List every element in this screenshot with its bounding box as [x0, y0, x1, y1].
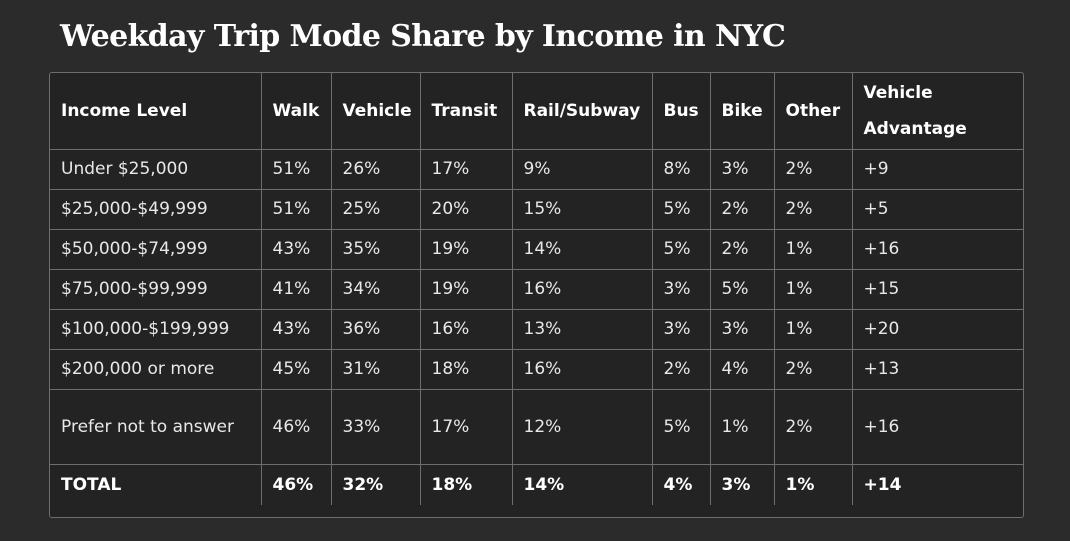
header-bus: Bus: [652, 73, 711, 150]
cell-income-level: $50,000-$74,999: [50, 229, 262, 270]
cell-other: 2%: [774, 389, 853, 465]
total-transit: 18%: [420, 464, 513, 505]
total-vehicle: 32%: [331, 464, 421, 505]
cell-transit: 20%: [420, 189, 513, 230]
cell-bus: 2%: [652, 349, 711, 390]
mode-share-table: Income Level Walk Vehicle Transit Rail/S…: [50, 73, 1023, 505]
cell-rail-subway: 16%: [512, 349, 653, 390]
header-walk: Walk: [261, 73, 332, 150]
total-bus: 4%: [652, 464, 711, 505]
total-other: 1%: [774, 464, 853, 505]
total-rail-subway: 14%: [512, 464, 653, 505]
cell-rail-subway: 15%: [512, 189, 653, 230]
header-vehicle: Vehicle: [331, 73, 421, 150]
cell-transit: 19%: [420, 269, 513, 310]
cell-walk: 51%: [261, 189, 332, 230]
cell-vehicle-advantage: +13: [852, 349, 1023, 390]
cell-other: 1%: [774, 229, 853, 270]
table-row: $75,000-$99,999 41% 34% 19% 16% 3% 5% 1%…: [50, 269, 1023, 310]
header-income-level: Income Level: [50, 73, 262, 150]
cell-bus: 8%: [652, 149, 711, 190]
cell-rail-subway: 9%: [512, 149, 653, 190]
cell-transit: 17%: [420, 389, 513, 465]
cell-rail-subway: 16%: [512, 269, 653, 310]
cell-rail-subway: 13%: [512, 309, 653, 350]
cell-transit: 19%: [420, 229, 513, 270]
total-bike: 3%: [710, 464, 775, 505]
cell-vehicle-advantage: +16: [852, 229, 1023, 270]
cell-vehicle: 35%: [331, 229, 421, 270]
cell-vehicle-advantage: +9: [852, 149, 1023, 190]
table-row: $200,000 or more 45% 31% 18% 16% 2% 4% 2…: [50, 349, 1023, 390]
table-row: $50,000-$74,999 43% 35% 19% 14% 5% 2% 1%…: [50, 229, 1023, 270]
cell-bus: 5%: [652, 229, 711, 270]
cell-rail-subway: 12%: [512, 389, 653, 465]
cell-vehicle: 31%: [331, 349, 421, 390]
header-transit: Transit: [420, 73, 513, 150]
header-other: Other: [774, 73, 853, 150]
cell-rail-subway: 14%: [512, 229, 653, 270]
cell-vehicle: 26%: [331, 149, 421, 190]
cell-other: 2%: [774, 349, 853, 390]
total-row: TOTAL 46% 32% 18% 14% 4% 3% 1% +14: [50, 464, 1023, 505]
cell-bike: 5%: [710, 269, 775, 310]
table-row: $100,000-$199,999 43% 36% 16% 13% 3% 3% …: [50, 309, 1023, 350]
cell-walk: 45%: [261, 349, 332, 390]
cell-transit: 17%: [420, 149, 513, 190]
cell-transit: 16%: [420, 309, 513, 350]
table-row: Under $25,000 51% 26% 17% 9% 8% 3% 2% +9: [50, 149, 1023, 190]
total-walk: 46%: [261, 464, 332, 505]
cell-bike: 3%: [710, 149, 775, 190]
cell-vehicle: 25%: [331, 189, 421, 230]
cell-other: 1%: [774, 269, 853, 310]
cell-bike: 4%: [710, 349, 775, 390]
cell-income-level: Prefer not to answer: [50, 389, 262, 465]
header-rail-subway: Rail/Subway: [512, 73, 653, 150]
cell-other: 1%: [774, 309, 853, 350]
cell-vehicle-advantage: +16: [852, 389, 1023, 465]
cell-bus: 3%: [652, 269, 711, 310]
cell-vehicle: 36%: [331, 309, 421, 350]
cell-income-level: $200,000 or more: [50, 349, 262, 390]
cell-walk: 43%: [261, 309, 332, 350]
cell-vehicle-advantage: +5: [852, 189, 1023, 230]
total-income-level: TOTAL: [50, 464, 262, 505]
cell-income-level: $100,000-$199,999: [50, 309, 262, 350]
cell-walk: 43%: [261, 229, 332, 270]
cell-bike: 2%: [710, 229, 775, 270]
cell-walk: 51%: [261, 149, 332, 190]
cell-bike: 2%: [710, 189, 775, 230]
total-vehicle-advantage: +14: [863, 474, 902, 495]
cell-bus: 3%: [652, 309, 711, 350]
table-row: Prefer not to answer 46% 33% 17% 12% 5% …: [50, 389, 1023, 465]
mode-share-table-container: Income Level Walk Vehicle Transit Rail/S…: [49, 72, 1024, 518]
page-title: Weekday Trip Mode Share by Income in NYC: [60, 19, 786, 54]
cell-vehicle: 34%: [331, 269, 421, 310]
cell-bus: 5%: [652, 389, 711, 465]
cell-bus: 5%: [652, 189, 711, 230]
cell-other: 2%: [774, 149, 853, 190]
cell-vehicle: 33%: [331, 389, 421, 465]
cell-other: 2%: [774, 189, 853, 230]
cell-income-level: $75,000-$99,999: [50, 269, 262, 310]
header-bike: Bike: [710, 73, 775, 150]
header-vehicle-advantage: Vehicle Advantage: [852, 73, 1023, 150]
cell-vehicle-advantage: +20: [852, 309, 1023, 350]
cell-walk: 41%: [261, 269, 332, 310]
cell-vehicle-advantage: +15: [852, 269, 1023, 310]
cell-income-level: $25,000-$49,999: [50, 189, 262, 230]
cell-bike: 1%: [710, 389, 775, 465]
header-row: Income Level Walk Vehicle Transit Rail/S…: [50, 73, 1023, 150]
table-row: $25,000-$49,999 51% 25% 20% 15% 5% 2% 2%…: [50, 189, 1023, 230]
cell-bike: 3%: [710, 309, 775, 350]
cell-walk: 46%: [261, 389, 332, 465]
cell-income-level: Under $25,000: [50, 149, 262, 190]
cell-transit: 18%: [420, 349, 513, 390]
